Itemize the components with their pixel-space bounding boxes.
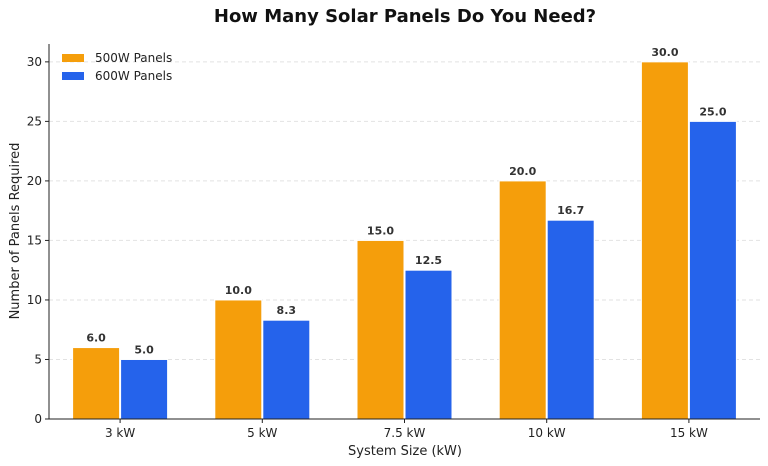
x-tick-label: 10 kW	[528, 426, 566, 440]
chart-title: How Many Solar Panels Do You Need?	[214, 6, 596, 27]
legend-label: 500W Panels	[95, 51, 172, 65]
x-tick-label: 3 kW	[105, 426, 135, 440]
y-tick-label: 10	[27, 293, 42, 307]
data-label: 5.0	[134, 343, 154, 356]
legend-label: 600W Panels	[95, 69, 172, 83]
bar-500w	[72, 347, 121, 420]
y-tick-label: 15	[27, 233, 42, 247]
bar-600w	[404, 269, 453, 420]
data-label: 12.5	[415, 254, 442, 267]
data-labels: 6.0 5.0 10.0 8.3 15.0 12.5 20.0 16.7 30.0 25.0	[86, 46, 726, 357]
data-label: 15.0	[367, 224, 394, 237]
bar-600w	[688, 120, 737, 420]
data-label: 30.0	[651, 46, 678, 59]
y-tick-label: 25	[27, 114, 42, 128]
bar-500w	[640, 61, 689, 420]
bar-500w	[498, 180, 547, 420]
bar-600w	[120, 358, 169, 420]
legend: 500W Panels 600W Panels	[62, 51, 172, 83]
x-tick-label: 5 kW	[247, 426, 277, 440]
data-label: 10.0	[225, 284, 252, 297]
y-tick-label: 0	[34, 412, 42, 426]
x-tick-label: 7.5 kW	[384, 426, 426, 440]
bar-600w	[262, 319, 311, 420]
bar-600w	[546, 219, 595, 420]
x-axis-title: System Size (kW)	[348, 444, 462, 459]
data-label: 8.3	[277, 304, 297, 317]
legend-swatch	[62, 72, 84, 80]
bars	[72, 61, 737, 420]
y-tick-label: 30	[27, 55, 42, 69]
data-label: 20.0	[509, 165, 536, 178]
data-label: 25.0	[699, 105, 726, 118]
data-label: 6.0	[86, 332, 106, 345]
bar-500w	[214, 299, 263, 420]
data-label: 16.7	[557, 204, 584, 217]
x-tick-label: 15 kW	[670, 426, 708, 440]
y-tick-label: 5	[34, 352, 42, 366]
y-axis-title: Number of Panels Required	[8, 143, 23, 320]
y-tick-label: 20	[27, 174, 42, 188]
axes: 0 5 10 15 20 25 30 3 kW 5 kW 7.5 kW 10 kW 15 kW	[27, 44, 760, 440]
bar-500w	[356, 239, 405, 420]
legend-swatch	[62, 54, 84, 62]
